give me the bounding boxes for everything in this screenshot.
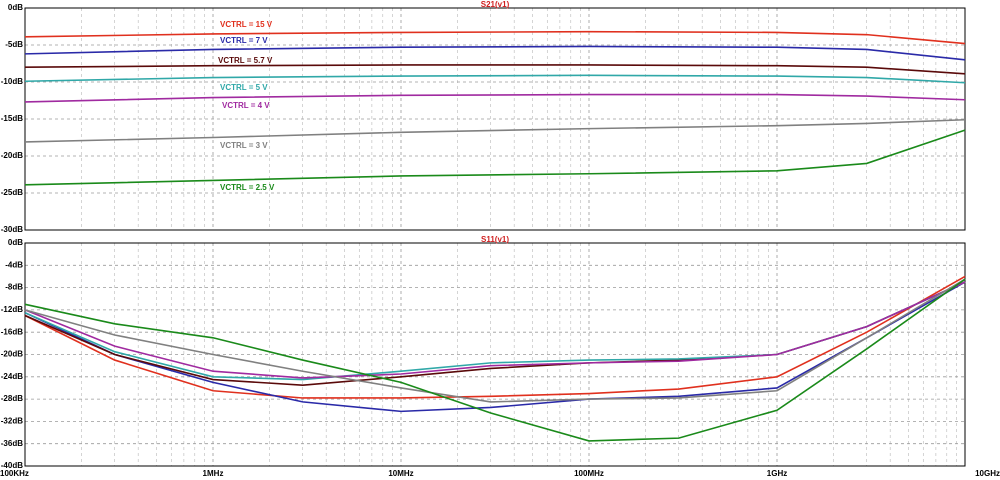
series-label: VCTRL = 15 V: [220, 20, 273, 29]
y-tick-label: -20dB: [1, 350, 23, 359]
series-line: [24, 118, 966, 143]
y-tick-label: -32dB: [1, 417, 23, 426]
series-line: [24, 74, 966, 84]
plot-frame: [24, 242, 966, 467]
y-tick-label: -28dB: [1, 394, 23, 403]
series-label: VCTRL = 5.7 V: [218, 56, 273, 65]
series-label: VCTRL = 7 V: [220, 36, 268, 45]
chart-title: S21(v1): [481, 0, 510, 9]
plot-frame: [24, 7, 966, 231]
x-tick-label: 1MHz: [203, 469, 224, 478]
series-line: [24, 281, 966, 379]
series-line: [24, 93, 966, 103]
y-tick-label: -30dB: [1, 225, 23, 234]
x-tick-label: 100KHz: [0, 469, 29, 478]
series-line: [24, 30, 966, 45]
y-tick-label: -8dB: [5, 283, 23, 292]
y-tick-label: -25dB: [1, 188, 23, 197]
y-tick-label: -10dB: [1, 77, 23, 86]
series-label: VCTRL = 3 V: [220, 141, 268, 150]
x-tick-label: 10MHz: [388, 469, 413, 478]
series-line: [24, 278, 966, 403]
series-line: [24, 45, 966, 61]
series-line: [24, 64, 966, 75]
series-line: [24, 278, 966, 442]
y-tick-label: -12dB: [1, 305, 23, 314]
x-tick-label: 100MHz: [574, 469, 604, 478]
series-line: [24, 129, 966, 186]
y-tick-label: -16dB: [1, 327, 23, 336]
series-label: VCTRL = 2.5 V: [220, 183, 275, 192]
x-tick-label: 1GHz: [767, 469, 787, 478]
series-line: [24, 281, 966, 413]
x-tick-label: 10GHz: [975, 469, 1000, 478]
series-line: [24, 275, 966, 399]
y-tick-label: 0dB: [8, 238, 23, 247]
chart-title: S11(v1): [481, 235, 509, 244]
series-label: VCTRL = 5 V: [220, 83, 268, 92]
y-tick-label: -40dB: [1, 461, 23, 470]
y-tick-label: 0dB: [8, 3, 23, 12]
y-tick-label: -15dB: [1, 114, 23, 123]
y-tick-label: -24dB: [1, 372, 23, 381]
y-tick-label: -20dB: [1, 151, 23, 160]
series-label: VCTRL = 4 V: [222, 101, 270, 110]
y-tick-label: -5dB: [5, 40, 23, 49]
y-tick-label: -4dB: [5, 260, 23, 269]
y-tick-label: -36dB: [1, 439, 23, 448]
